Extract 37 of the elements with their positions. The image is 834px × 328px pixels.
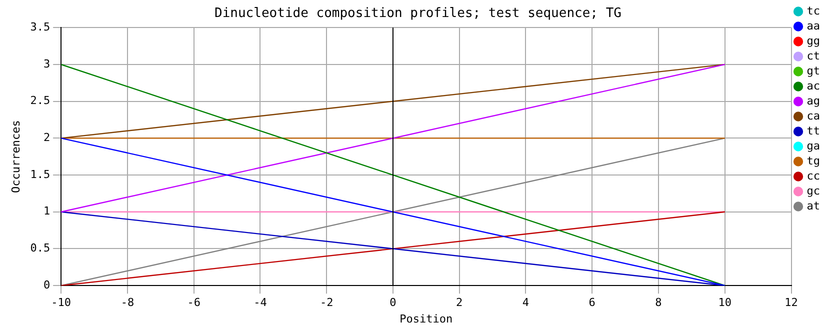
y-tick-label: 0 bbox=[43, 278, 50, 292]
y-tick-label: 0.5 bbox=[30, 242, 50, 255]
x-tick-label: -10 bbox=[51, 296, 72, 310]
x-tick-label: -6 bbox=[187, 296, 200, 310]
legend-label: cc bbox=[806, 169, 820, 182]
y-tick-label: 1 bbox=[43, 204, 50, 218]
y-tick-label: 3 bbox=[43, 57, 50, 70]
x-tick-label: 10 bbox=[718, 296, 732, 310]
x-tick-label: 4 bbox=[522, 296, 530, 310]
y-tick-label: 2.5 bbox=[30, 94, 50, 108]
chart-title: Dinucleotide composition profiles; test sequence; TG bbox=[214, 6, 622, 22]
legend-label: ag bbox=[806, 94, 820, 108]
x-tick-label: 12 bbox=[784, 296, 798, 310]
legend-label: at bbox=[806, 199, 820, 212]
x-tick-label: -8 bbox=[120, 296, 134, 310]
legend-label: gc bbox=[806, 184, 820, 198]
legend-label: gg bbox=[806, 34, 820, 48]
x-tick-label: 0 bbox=[390, 296, 396, 310]
legend-label: ca bbox=[806, 109, 820, 122]
x-tick-label: 6 bbox=[588, 296, 596, 310]
y-tick-label: 1.5 bbox=[30, 168, 50, 181]
x-tick-label: -2 bbox=[320, 296, 334, 310]
legend-label: tc bbox=[806, 4, 820, 18]
y-axis-title: Occurrences bbox=[9, 120, 22, 194]
legend-label: aa bbox=[806, 19, 820, 32]
legend-label: tt bbox=[806, 124, 820, 138]
legend-label: ga bbox=[806, 139, 820, 152]
x-tick-label: 8 bbox=[655, 296, 662, 310]
x-tick-label: -4 bbox=[254, 296, 268, 310]
x-tick-label: 2 bbox=[456, 296, 463, 310]
legend-label: tg bbox=[806, 154, 820, 168]
x-axis-title: Position bbox=[400, 312, 453, 326]
y-tick-label: 2 bbox=[43, 131, 50, 144]
y-tick-label: 3.5 bbox=[30, 20, 50, 34]
legend-label: ct bbox=[806, 49, 820, 62]
legend-label: gt bbox=[806, 64, 820, 78]
legend-label: ac bbox=[806, 79, 820, 92]
